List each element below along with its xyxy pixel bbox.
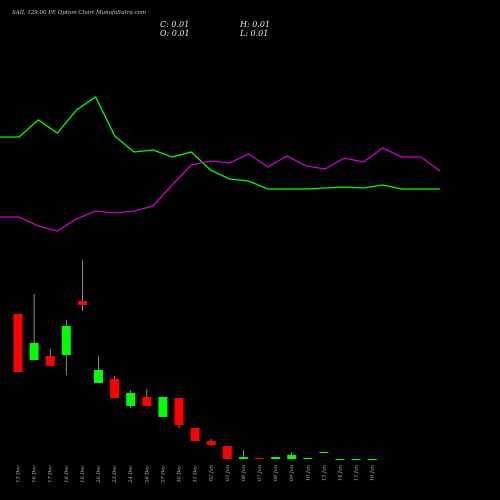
candle-body: [287, 455, 297, 459]
candle-body: [94, 370, 103, 383]
candle-body: [13, 314, 23, 372]
x-tick-label: 03 Jan: [225, 465, 231, 481]
candle-body: [29, 343, 39, 360]
x-tick-label: 17 Dec: [48, 465, 54, 483]
candle-body: [222, 446, 232, 459]
x-tick-label: 07 Jan: [257, 465, 263, 481]
line-series: [0, 147, 441, 232]
x-tick-label: 19 Dec: [80, 465, 86, 483]
candle-body: [174, 398, 184, 425]
x-tick-label: 15 Jan: [354, 465, 360, 481]
high-info: H: 0.01: [239, 20, 270, 29]
candle-body: [271, 457, 281, 459]
candle-body: [61, 326, 71, 355]
candle-body: [335, 459, 345, 460]
candle-body: [303, 458, 313, 459]
open-info: O: 0.01: [160, 29, 190, 38]
x-tick-label: 02 Jan: [209, 465, 215, 481]
line-series: [0, 96, 440, 190]
x-tick-label: 14 Jan: [338, 465, 344, 481]
candle-body: [255, 458, 264, 459]
candle-body: [367, 459, 377, 460]
candle-body: [110, 379, 120, 398]
x-tick-label: 18 Dec: [64, 465, 70, 483]
x-tick-label: 26 Dec: [144, 465, 150, 484]
x-tick-label: 10 Jan: [305, 465, 311, 481]
close-info: C: 0.01: [160, 20, 189, 29]
candle-body: [190, 428, 200, 441]
candle-body: [77, 301, 87, 305]
candle-body: [351, 459, 361, 460]
x-tick-label: 09 Jan: [289, 465, 295, 481]
low-info: L: 0.01: [239, 29, 268, 38]
candle-body: [142, 397, 152, 406]
x-tick-label: 16 Dec: [32, 465, 38, 483]
candle-body: [126, 393, 136, 406]
x-tick-label: 16 Jan: [370, 465, 376, 481]
x-tick-label: 27 Dec: [160, 465, 166, 484]
chart-title: SAIL 129.00 PE Option Chart MunafaSutra.…: [12, 10, 146, 16]
x-tick-label: 23 Dec: [112, 465, 118, 484]
x-tick-label: 06 Jan: [241, 465, 247, 481]
x-tick-label: 13 Dec: [16, 465, 22, 483]
x-tick-label: 20 Dec: [96, 465, 102, 484]
candle-body: [319, 452, 329, 453]
x-tick-label: 13 Jan: [321, 465, 327, 481]
x-tick-label: 30 Dec: [177, 465, 183, 483]
x-tick-label: 31 Dec: [193, 465, 199, 483]
candle-body: [206, 441, 216, 445]
candle-body: [238, 457, 248, 459]
x-tick-label: 24 Dec: [128, 465, 134, 484]
candle-body: [45, 356, 55, 366]
x-tick-label: 08 Jan: [273, 465, 279, 481]
candle-body: [158, 397, 168, 417]
